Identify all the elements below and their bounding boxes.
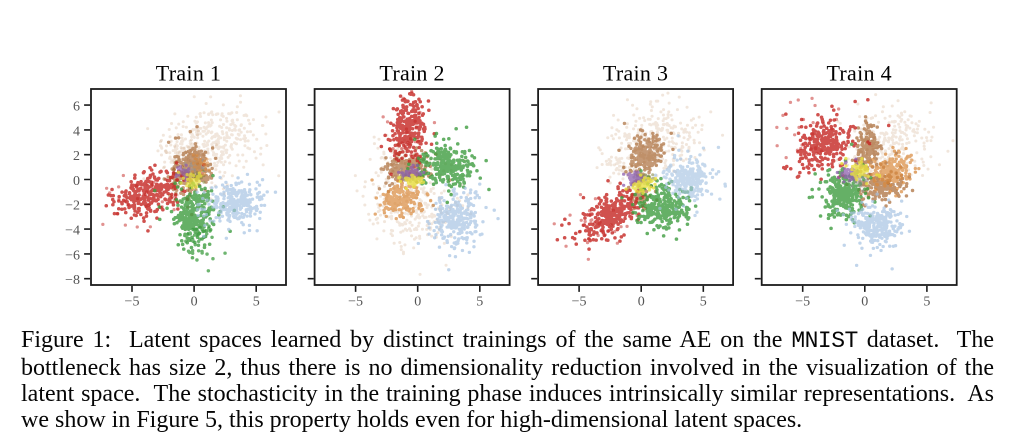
svg-text:−4: −4: [65, 224, 80, 239]
svg-text:0: 0: [861, 295, 868, 310]
svg-text:6: 6: [73, 100, 80, 115]
svg-text:−8: −8: [65, 273, 80, 288]
svg-text:−5: −5: [125, 295, 140, 310]
svg-text:5: 5: [923, 295, 930, 310]
svg-text:5: 5: [253, 295, 260, 310]
svg-text:−5: −5: [795, 295, 810, 310]
svg-text:0: 0: [638, 295, 645, 310]
svg-text:Train 2: Train 2: [379, 61, 444, 86]
svg-text:0: 0: [191, 295, 198, 310]
svg-text:−6: −6: [65, 248, 80, 263]
svg-text:5: 5: [476, 295, 483, 310]
svg-text:2: 2: [73, 149, 80, 164]
svg-text:−5: −5: [572, 295, 587, 310]
svg-text:0: 0: [414, 295, 421, 310]
svg-text:Train 1: Train 1: [156, 61, 221, 86]
svg-text:0: 0: [73, 174, 80, 189]
svg-text:Train 3: Train 3: [603, 61, 668, 86]
svg-text:−2: −2: [65, 199, 80, 214]
svg-text:−5: −5: [348, 295, 363, 310]
svg-text:Train 4: Train 4: [826, 61, 891, 86]
svg-text:5: 5: [700, 295, 707, 310]
svg-text:4: 4: [73, 124, 80, 139]
